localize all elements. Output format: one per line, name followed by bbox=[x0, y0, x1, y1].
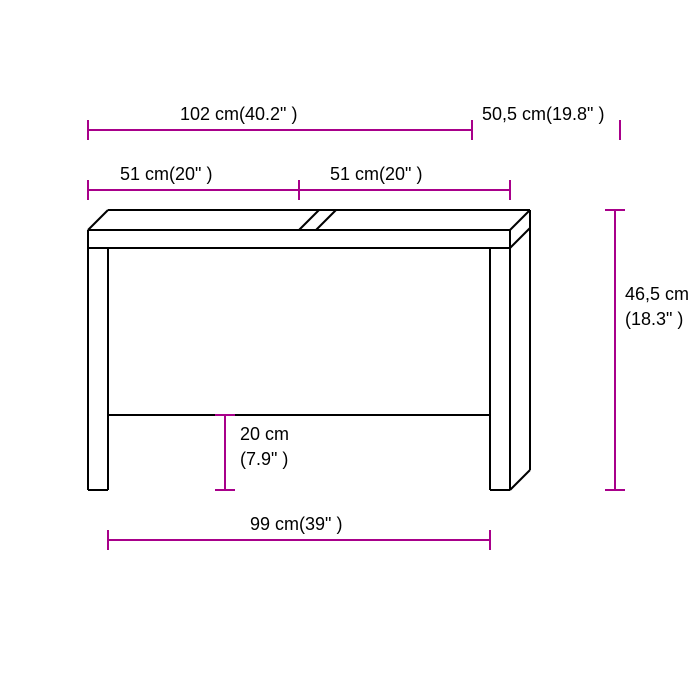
dim-leg-in: (7.9" ) bbox=[240, 449, 288, 469]
dim-half-right: 51 cm(20" ) bbox=[330, 164, 422, 184]
dim-inner-width: 99 cm(39" ) bbox=[250, 514, 342, 534]
dim-depth: 50,5 cm(19.8" ) bbox=[482, 104, 604, 124]
dim-width-top: 102 cm(40.2" ) bbox=[180, 104, 297, 124]
dimension-labels: 102 cm(40.2" ) 50,5 cm(19.8" ) 51 cm(20"… bbox=[120, 104, 689, 534]
dim-height-in: (18.3" ) bbox=[625, 309, 683, 329]
table-outline bbox=[88, 210, 530, 490]
dimension-diagram: 102 cm(40.2" ) 50,5 cm(19.8" ) 51 cm(20"… bbox=[0, 0, 700, 700]
dimension-lines bbox=[88, 120, 625, 550]
dim-half-left: 51 cm(20" ) bbox=[120, 164, 212, 184]
dim-height-cm: 46,5 cm bbox=[625, 284, 689, 304]
dim-leg-cm: 20 cm bbox=[240, 424, 289, 444]
